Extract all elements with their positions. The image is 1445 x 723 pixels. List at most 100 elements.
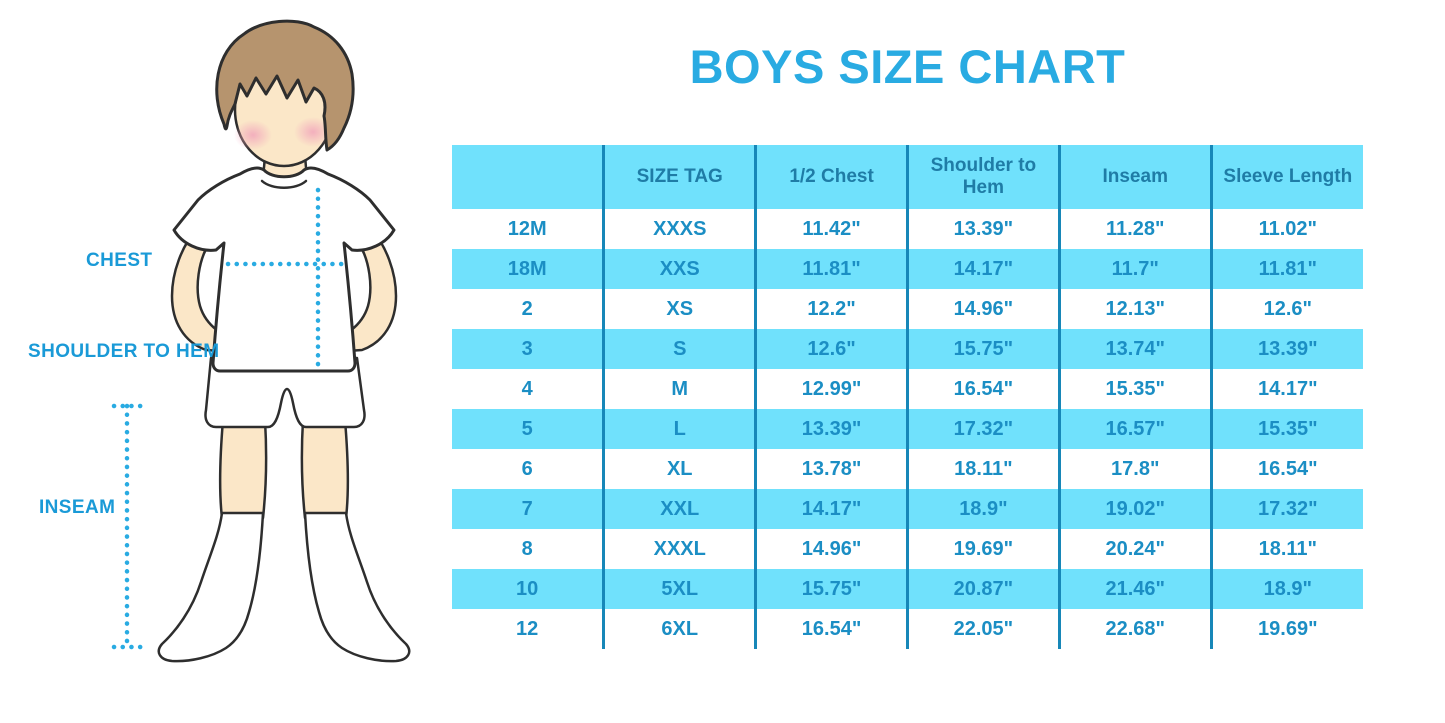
table-cell: 19.02" [1057, 489, 1212, 529]
table-cell: 11.81" [1209, 249, 1363, 289]
table-cell: 14.96" [905, 289, 1060, 329]
table-row: 10 5XL 15.75" 20.87" 21.46" 18.9" [452, 569, 1363, 609]
size-cell: 6 [452, 449, 604, 489]
table-cell: 11.02" [1209, 209, 1363, 249]
table-cell: 20.24" [1057, 529, 1212, 569]
table-cell: 14.17" [1209, 369, 1363, 409]
size-cell: 5 [452, 409, 604, 449]
table-cell: 14.17" [754, 489, 908, 529]
table-row: 8 XXXL 14.96" 19.69" 20.24" 18.11" [452, 529, 1363, 569]
column-header: Shoulder to Hem [905, 145, 1060, 209]
boy-right-sock [303, 511, 411, 663]
table-row: 2 XS 12.2" 14.96" 12.13" 12.6" [452, 289, 1363, 329]
table-cell: 12.13" [1057, 289, 1212, 329]
column-header: SIZE TAG [602, 145, 756, 209]
table-cell: 14.96" [754, 529, 908, 569]
table-cell: 18.11" [1209, 529, 1363, 569]
table-cell: 16.54" [1209, 449, 1363, 489]
table-cell: 17.32" [905, 409, 1060, 449]
boy-left-leg [218, 418, 268, 520]
table-cell: 13.74" [1057, 329, 1212, 369]
table-cell: 16.57" [1057, 409, 1212, 449]
table-cell: 11.42" [754, 209, 908, 249]
table-cell: XXXL [602, 529, 756, 569]
boy-left-cheek [234, 120, 272, 150]
table-row: 7 XXL 14.17" 18.9" 19.02" 17.32" [452, 489, 1363, 529]
table-cell: 12.6" [754, 329, 908, 369]
table-row: 12M XXXS 11.42" 13.39" 11.28" 11.02" [452, 209, 1363, 249]
size-cell: 18M [452, 249, 604, 289]
boy-left-sock [157, 511, 265, 663]
boy-right-leg [300, 418, 350, 520]
boy-hair [215, 19, 355, 152]
size-cell: 3 [452, 329, 604, 369]
table-cell: 18.9" [905, 489, 1060, 529]
page-title: BOYS SIZE CHART [689, 40, 1126, 93]
table-row: 18M XXS 11.81" 14.17" 11.7" 11.81" [452, 249, 1363, 289]
size-cell: 10 [452, 569, 604, 609]
table-cell: 5XL [602, 569, 756, 609]
table-cell: 16.54" [905, 369, 1060, 409]
table-row: 4 M 12.99" 16.54" 15.35" 14.17" [452, 369, 1363, 409]
size-table: SIZE TAG 1/2 Chest Shoulder to Hem Inseam Sl… [452, 145, 1363, 649]
table-cell: L [602, 409, 756, 449]
table-cell: XL [602, 449, 756, 489]
boy-collar [260, 179, 308, 189]
table-cell: 13.39" [1209, 329, 1363, 369]
table-cell: 19.69" [905, 529, 1060, 569]
table-cell: 11.81" [754, 249, 908, 289]
boy-illustration [111, 19, 411, 663]
size-cell: 2 [452, 289, 604, 329]
header-row: SIZE TAG 1/2 Chest Shoulder to Hem Inseam Sl… [452, 145, 1363, 209]
measurement-figure: CHEST SHOULDER TO HEM INSEAM [0, 0, 452, 723]
table-cell: 11.7" [1057, 249, 1212, 289]
boy-tshirt [172, 166, 396, 373]
size-cell: 4 [452, 369, 604, 409]
boy-shorts [204, 356, 366, 429]
table-row: 3 S 12.6" 15.75" 13.74" 13.39" [452, 329, 1363, 369]
table-row: 12 6XL 16.54" 22.05" 22.68" 19.69" [452, 609, 1363, 649]
column-header: Sleeve Length [1209, 145, 1363, 209]
table-cell: XXS [602, 249, 756, 289]
size-table-head: SIZE TAG 1/2 Chest Shoulder to Hem Inseam Sl… [452, 145, 1363, 209]
column-header: 1/2 Chest [754, 145, 908, 209]
table-cell: S [602, 329, 756, 369]
table-cell: 15.75" [754, 569, 908, 609]
table-cell: 17.8" [1057, 449, 1212, 489]
table-cell: XXL [602, 489, 756, 529]
inseam-label: INSEAM [39, 497, 116, 518]
table-cell: 15.35" [1209, 409, 1363, 449]
table-cell: 14.17" [905, 249, 1060, 289]
column-header [452, 145, 604, 209]
table-cell: 12.6" [1209, 289, 1363, 329]
size-cell: 12 [452, 609, 604, 649]
table-cell: 15.75" [905, 329, 1060, 369]
boy-right-cheek [294, 117, 332, 147]
table-cell: 18.11" [905, 449, 1060, 489]
table-cell: 22.68" [1057, 609, 1212, 649]
table-cell: 22.05" [905, 609, 1060, 649]
table-cell: 16.54" [754, 609, 908, 649]
table-cell: XS [602, 289, 756, 329]
table-cell: 20.87" [905, 569, 1060, 609]
table-cell: 13.39" [905, 209, 1060, 249]
chest-label: CHEST [86, 250, 153, 271]
size-cell: 8 [452, 529, 604, 569]
table-cell: 6XL [602, 609, 756, 649]
table-cell: 17.32" [1209, 489, 1363, 529]
table-cell: 18.9" [1209, 569, 1363, 609]
table-row: 6 XL 13.78" 18.11" 17.8" 16.54" [452, 449, 1363, 489]
table-cell: 11.28" [1057, 209, 1212, 249]
table-cell: 19.69" [1209, 609, 1363, 649]
table-cell: M [602, 369, 756, 409]
table-cell: 12.99" [754, 369, 908, 409]
column-header: Inseam [1057, 145, 1212, 209]
size-cell: 7 [452, 489, 604, 529]
size-table-body: 12M XXXS 11.42" 13.39" 11.28" 11.02" 18M XXS 11.… [452, 209, 1363, 649]
table-cell: 12.2" [754, 289, 908, 329]
table-cell: 13.78" [754, 449, 908, 489]
table-row: 5 L 13.39" 17.32" 16.57" 15.35" [452, 409, 1363, 449]
size-cell: 12M [452, 209, 604, 249]
table-cell: XXXS [602, 209, 756, 249]
